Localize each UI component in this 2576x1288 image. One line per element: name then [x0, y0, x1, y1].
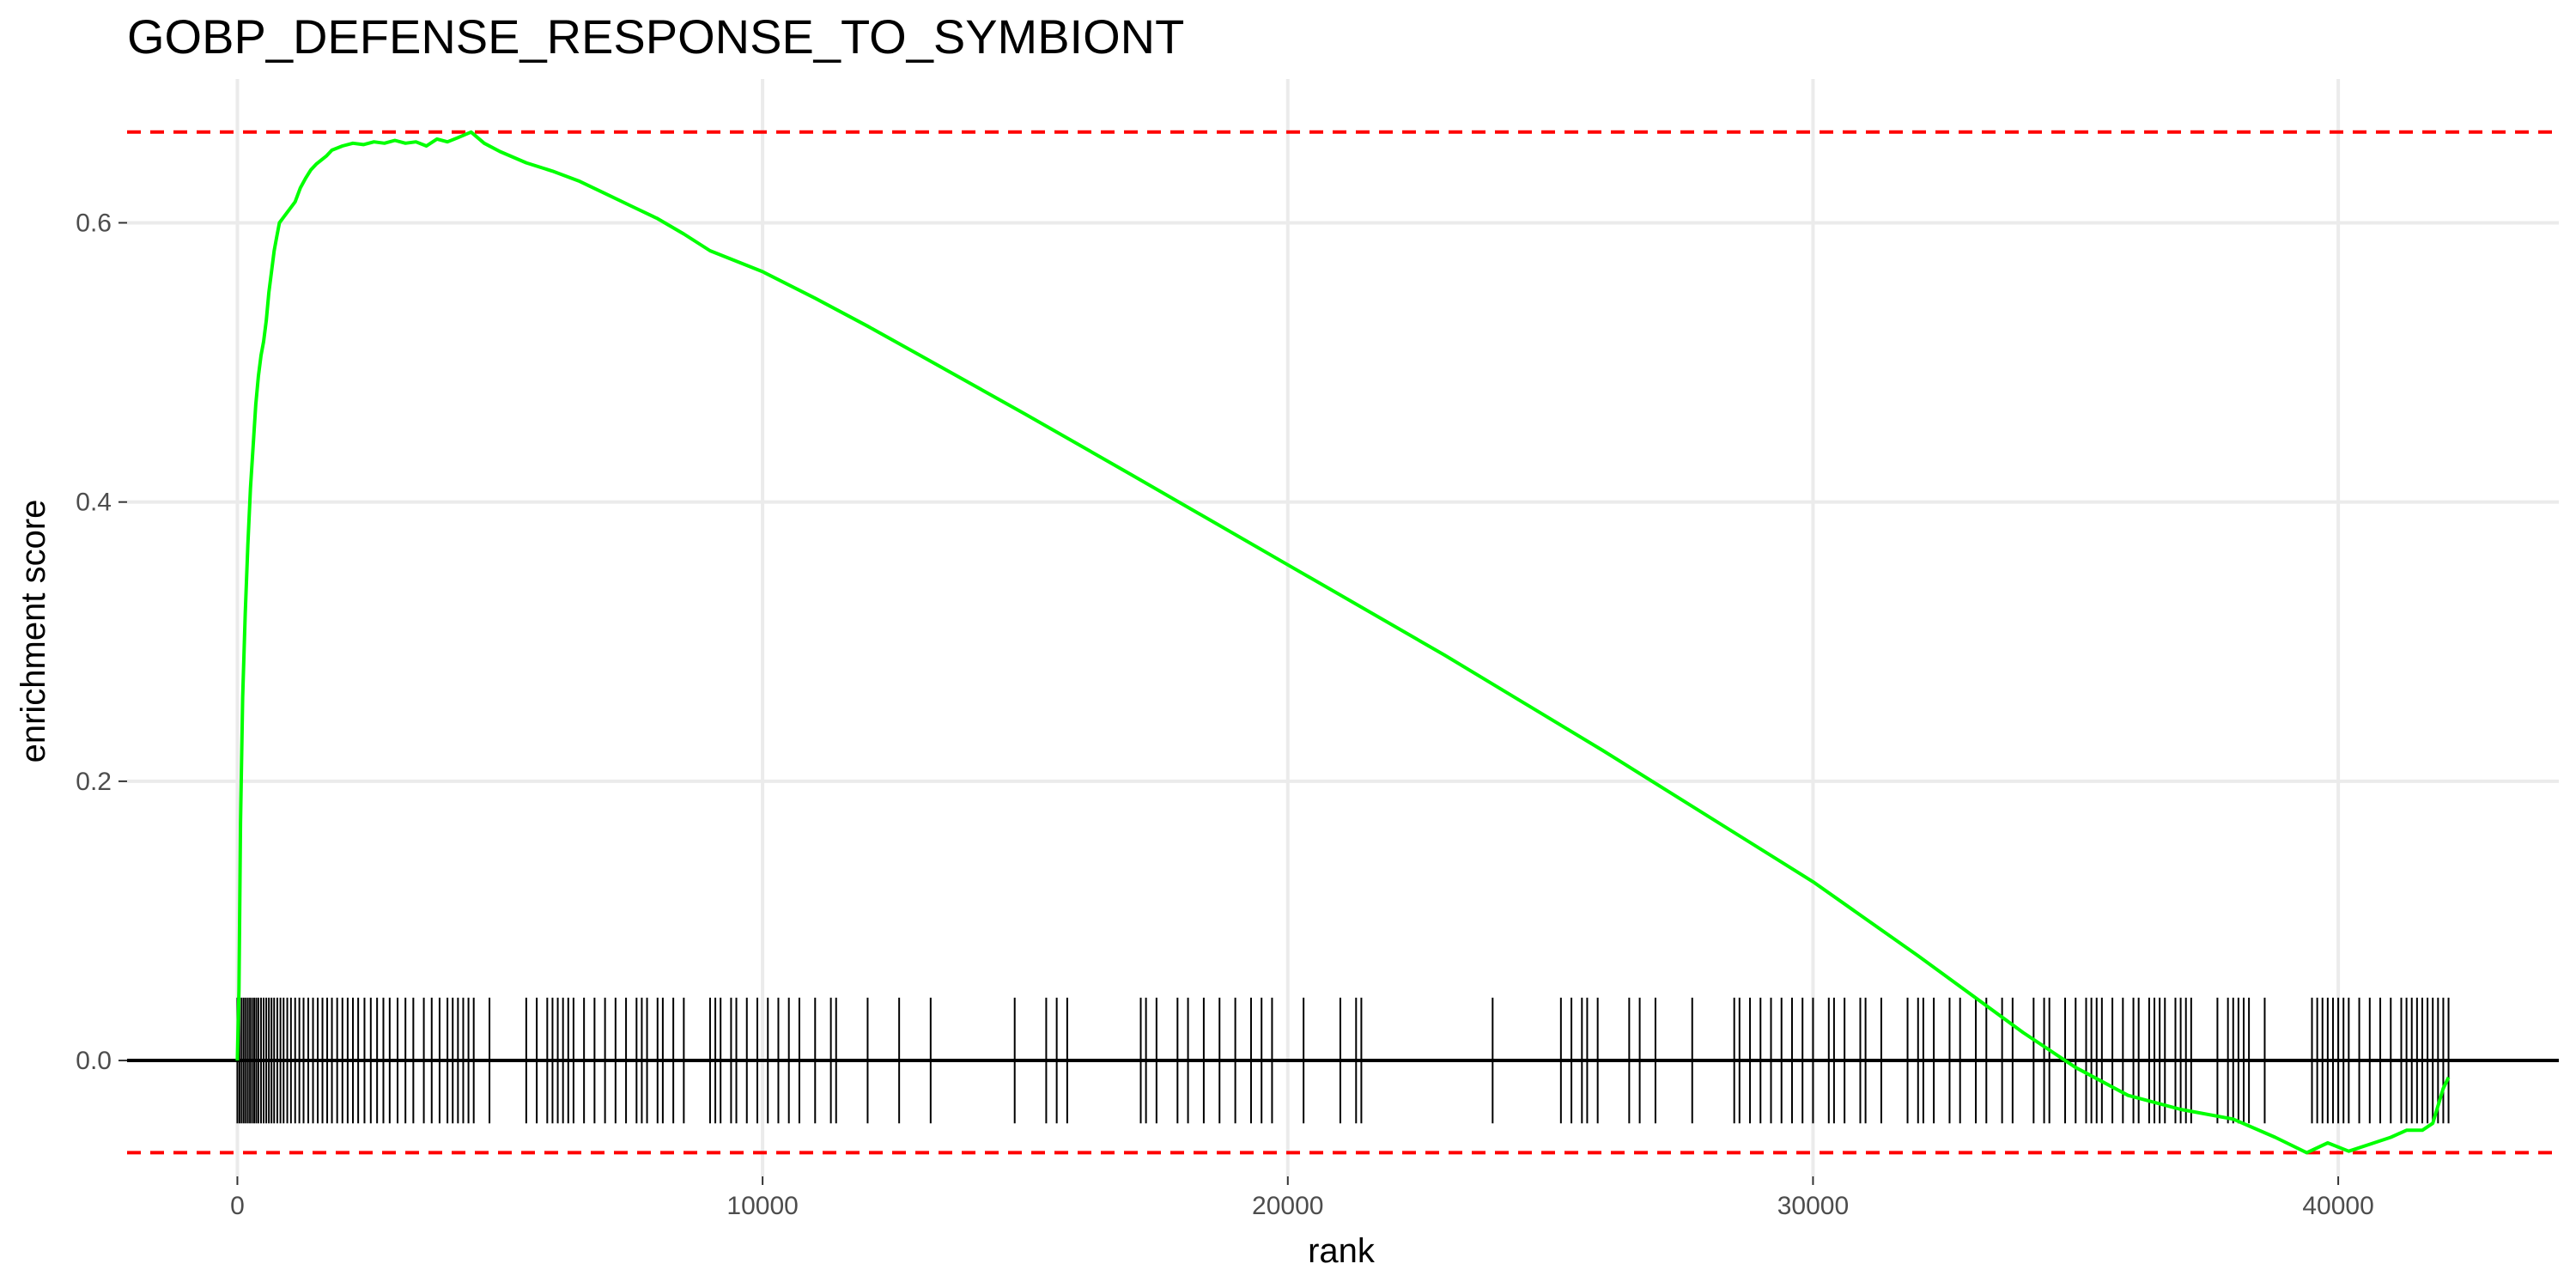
- y-tick-label: 0.4: [76, 489, 112, 517]
- x-axis-label: rank: [1308, 1232, 1376, 1270]
- chart-title: GOBP_DEFENSE_RESPONSE_TO_SYMBIONT: [127, 9, 1184, 64]
- y-tick-label: 0.6: [76, 209, 112, 237]
- x-axis-ticks: 0 10000 20000 30000 40000: [230, 1176, 2374, 1220]
- grid-lines: [127, 79, 2559, 1176]
- y-tick-label: 0.2: [76, 768, 112, 796]
- x-tick-label: 40000: [2302, 1192, 2373, 1220]
- y-axis-ticks: 0.0 0.2 0.4 0.6: [76, 209, 127, 1075]
- y-tick-label: 0.0: [76, 1047, 112, 1075]
- x-tick-label: 0: [230, 1192, 245, 1220]
- y-axis-label: enrichment score: [15, 500, 52, 763]
- x-tick-label: 30000: [1777, 1192, 1849, 1220]
- x-tick-label: 20000: [1252, 1192, 1323, 1220]
- x-tick-label: 10000: [726, 1192, 798, 1220]
- threshold-lines: [127, 130, 2559, 1155]
- enrichment-curve: [235, 130, 2451, 1155]
